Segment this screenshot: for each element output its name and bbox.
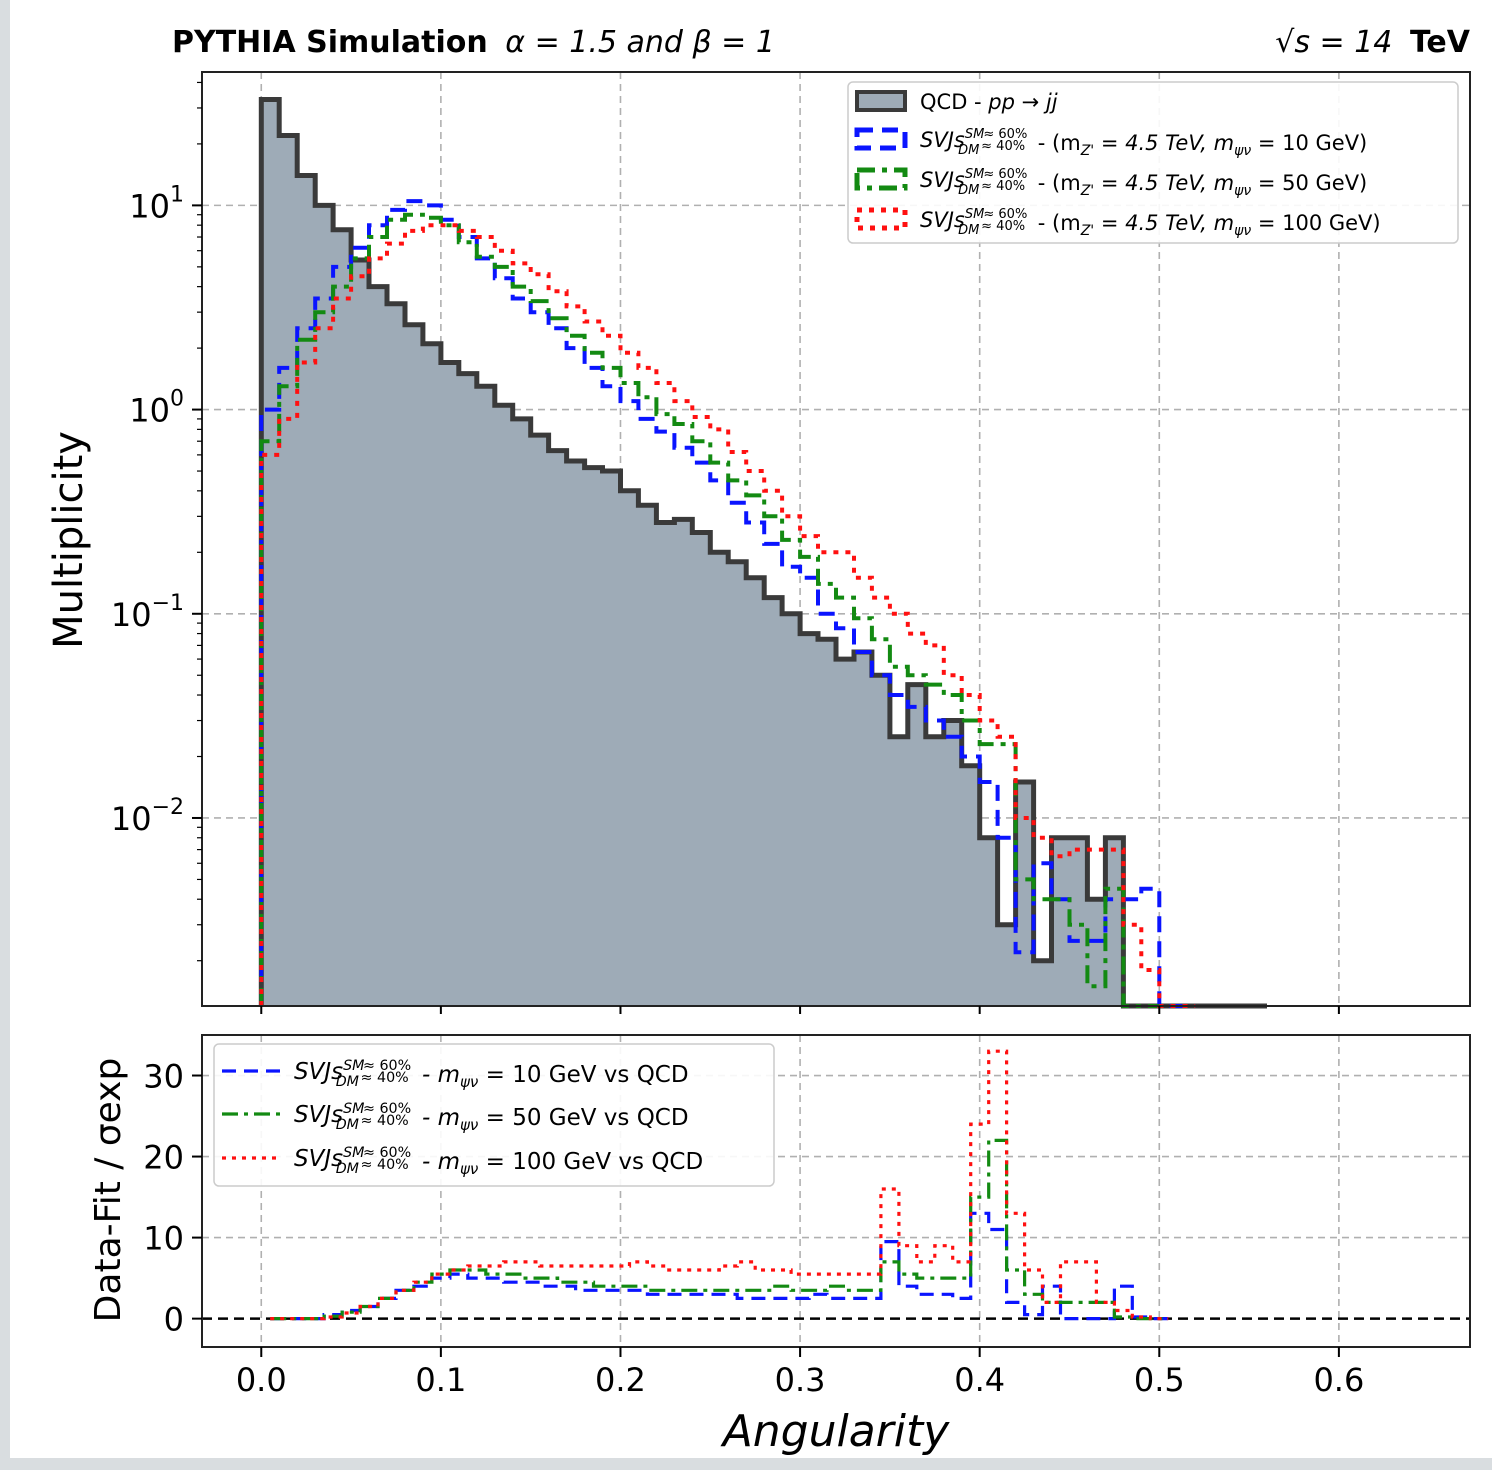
x-tick-label-0: 0.0 (236, 1361, 287, 1399)
top-series-fill-0 (261, 99, 1267, 1006)
legend-handle-red (854, 207, 908, 231)
top-y-tick-label-1: 100 (129, 387, 184, 430)
top-axes-frame (201, 71, 1471, 1007)
top-legend-label-3: SVJsSM DM≈ 60% ≈ 40% - (mZ' = 4.5 TeV, mψν… (920, 207, 1381, 239)
top-y-axis-label: Multiplicity (46, 431, 92, 649)
bottom-y-tick-label-1: 10 (143, 1220, 184, 1258)
top-y-tick-label-2: 10−1 (111, 591, 184, 634)
title-left-bold: PYTHIA Simulation (172, 25, 488, 60)
bottom-series-line-0 (270, 1211, 1169, 1321)
x-tick-label-4: 0.4 (954, 1361, 1005, 1399)
top-y-tick-label-3: 10−2 (111, 795, 184, 838)
bottom-series-line-1 (270, 1138, 1169, 1321)
top-panel: 101 100 10−1 10−2 Multiplicity QCD - pp → j… (46, 71, 1471, 1014)
bottom-legend-label-2: SVJsSM DM≈ 60% ≈ 40% - mψν = 100 GeV vs QC… (294, 1145, 703, 1178)
bottom-axes-frame (201, 1034, 1471, 1348)
x-axis-label: Angularity (720, 1406, 951, 1457)
top-series (258, 97, 1267, 1009)
bottom-legend-box (213, 1043, 775, 1187)
top-legend-label-1: SVJsSM DM≈ 60% ≈ 40% - (mZ' = 4.5 TeV, mψν… (920, 127, 1367, 159)
x-tick-label-1: 0.1 (415, 1361, 466, 1399)
top-y-ticks: 101 100 10−1 10−2 (111, 81, 202, 962)
bottom-legend-label-0: SVJsSM DM≈ 60% ≈ 40% - mψν = 10 GeV vs QCD (294, 1058, 689, 1091)
top-series-line-2 (259, 212, 1160, 1008)
x-tick-label-6: 0.6 (1313, 1361, 1364, 1399)
title-right-math: √s = 14 (1275, 25, 1392, 60)
bottom-y-tick-label-3: 30 (143, 1058, 184, 1096)
frame-bottom (0, 1458, 1492, 1470)
top-x-tick-marks (260, 1006, 1340, 1014)
top-y-tick-label-0: 101 (129, 182, 184, 225)
title-right-bold: TeV (1410, 25, 1471, 60)
x-tick-label-5: 0.5 (1134, 1361, 1185, 1399)
bottom-y-tick-label-2: 20 (143, 1139, 184, 1177)
bottom-series-line-2 (270, 1049, 1169, 1321)
bottom-panel: 0 10 20 30 0.0 0.1 0.2 0.3 0.4 0.5 0.6 Data-Fit /… (88, 1034, 1471, 1457)
title-left: PYTHIA Simulation α = 1.5 and β = 1 (172, 25, 775, 60)
top-legend-label-0: QCD - pp → jj (920, 90, 1058, 114)
frame-left (0, 0, 10, 1470)
top-legend-box (847, 81, 1459, 244)
x-tick-label-3: 0.3 (775, 1361, 826, 1399)
title-left-params: α = 1.5 and β = 1 (505, 25, 775, 60)
bottom-y-axis-label: Data-Fit / σexp (88, 1058, 129, 1323)
top-legend-label-2: SVJsSM DM≈ 60% ≈ 40% - (mZ' = 4.5 TeV, mψν… (920, 167, 1367, 199)
bottom-series (202, 1049, 1470, 1321)
top-legend: QCD - pp → jj SVJsSM DM≈ 60% ≈ 40% - (mZ' =… (847, 81, 1459, 244)
legend-handle-qcd (855, 90, 907, 112)
bottom-y-ticks: 0 10 20 30 (143, 1058, 202, 1339)
bottom-y-tick-label-0: 0 (164, 1301, 184, 1339)
top-series-line-3 (259, 223, 1196, 1008)
bottom-y-axis-label-text: Data-Fit / σexp (88, 1058, 129, 1323)
bottom-legend-label-1: SVJsSM DM≈ 60% ≈ 40% - mψν = 50 GeV vs QCD (294, 1101, 689, 1134)
bottom-legend: SVJsSM DM≈ 60% ≈ 40% - mψν = 10 GeV vs QCD… (213, 1043, 775, 1187)
title-right: √s = 14 TeV (1275, 25, 1471, 60)
legend-handle-blue (854, 127, 908, 151)
legend-handle-green (854, 167, 908, 191)
x-tick-label-2: 0.2 (595, 1361, 646, 1399)
bottom-x-ticks: 0.0 0.1 0.2 0.3 0.4 0.5 0.6 (236, 1347, 1364, 1399)
